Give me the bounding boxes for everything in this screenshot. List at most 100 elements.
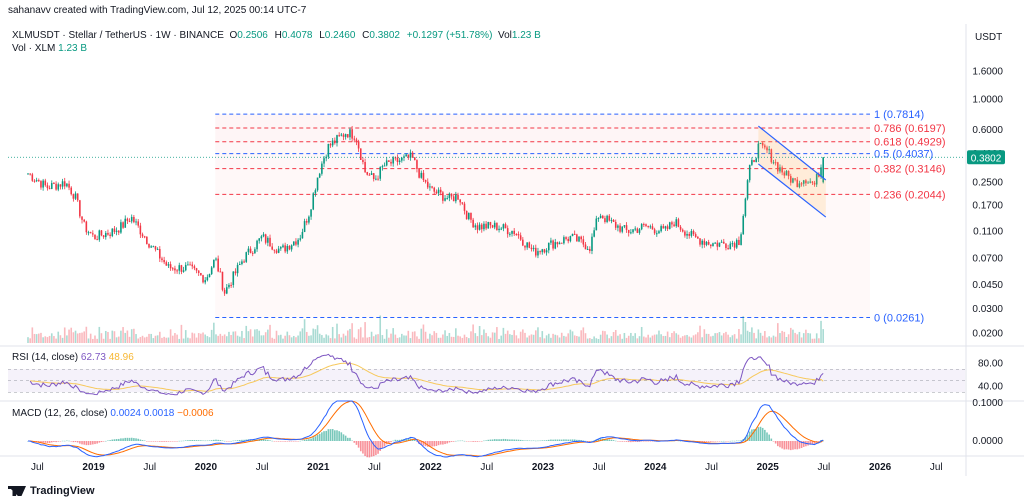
macd-histogram-bar (774, 441, 777, 444)
volume-bar (463, 334, 466, 343)
volume-bar (314, 329, 317, 343)
macd-histogram-bar (571, 439, 574, 441)
volume-bar (720, 335, 723, 343)
volume-bar (258, 330, 261, 343)
macd-histogram-bar (366, 441, 369, 458)
macd-histogram-bar (334, 430, 336, 441)
candle-body (774, 162, 777, 164)
candle-body (442, 192, 444, 201)
price-tick-label: 0.0200 (972, 328, 1003, 339)
volume-bar (94, 335, 96, 343)
macd-histogram-bar (781, 441, 783, 449)
candle-body (437, 189, 440, 194)
macd-histogram-bar (798, 441, 801, 449)
candle-body (390, 161, 392, 164)
macd-histogram-bar (647, 441, 649, 442)
candle-body (76, 193, 79, 201)
macd-histogram-bar (388, 441, 390, 443)
volume-bar (210, 329, 213, 343)
macd-histogram-bar (541, 440, 544, 441)
volume-bar (260, 335, 263, 343)
volume-bar (383, 338, 386, 343)
macd-histogram-bar (679, 440, 682, 442)
volume-bar (167, 337, 170, 343)
candle-body (258, 238, 261, 241)
volume-bar (452, 336, 455, 343)
macd-histogram-bar (822, 440, 824, 442)
volume-bar (740, 334, 742, 343)
open-value: 0.2506 (237, 30, 268, 41)
candle-body (584, 244, 587, 250)
volume-bar (53, 336, 55, 343)
macd-histogram-bar (215, 439, 217, 441)
volume-bar (621, 338, 624, 343)
macd-histogram-bar (264, 439, 267, 441)
candle-body (27, 173, 29, 175)
candle-body (524, 245, 526, 248)
volume-bar (204, 334, 206, 343)
macd-line (27, 400, 824, 458)
volume-bar (68, 329, 70, 343)
candle-body (656, 233, 658, 235)
macd-histogram-bar (643, 441, 645, 442)
candle-body (124, 218, 127, 228)
volume-bar (98, 326, 101, 343)
candle-body (597, 217, 600, 219)
candle-body (81, 216, 83, 220)
volume-bar (645, 337, 647, 343)
candle-body (772, 162, 775, 164)
candle-body (813, 182, 816, 185)
macd-histogram-bar (305, 439, 308, 441)
candle-body (478, 224, 481, 230)
rsi-tick-label: 80.00 (978, 359, 1003, 370)
symbol-legend[interactable]: XLMUSDT · Stellar / TetherUS · 1W · BINA… (12, 30, 545, 41)
macd-histogram-bar (364, 441, 366, 456)
macd-histogram-bar (245, 439, 248, 441)
candle-body (94, 234, 96, 240)
volume-bar (411, 331, 414, 343)
candle-body (472, 219, 474, 228)
volume-bar (610, 336, 613, 343)
macd-histogram-bar (513, 439, 515, 441)
macd-histogram-bar (96, 441, 98, 444)
macd-histogram-bar (232, 440, 235, 442)
macd-histogram-bar (519, 439, 522, 441)
volume-bar (612, 332, 615, 343)
volume-bar (431, 335, 433, 343)
time-tick-label: 2023 (532, 462, 555, 473)
macd-histogram-bar (187, 440, 189, 441)
candle-body (113, 228, 116, 232)
symbol-label: XLMUSDT · Stellar / TetherUS · 1W · BINA… (12, 30, 224, 41)
candle-body (163, 260, 165, 263)
tradingview-logo[interactable]: TradingView (8, 485, 95, 497)
volume-bar (329, 338, 332, 343)
volume-bar (126, 330, 129, 343)
volume-legend[interactable]: Vol · XLM 1.23 B (12, 43, 91, 54)
candle-body (627, 229, 630, 233)
candle-body (241, 261, 243, 265)
candle-body (262, 234, 265, 237)
macd-histogram-bar (111, 439, 114, 441)
macd-histogram-bar (344, 435, 347, 441)
volume-bar (197, 333, 200, 343)
macd-histogram-bar (359, 441, 362, 452)
candle-body (731, 243, 734, 245)
macd-histogram-bar (355, 441, 358, 445)
macd-histogram-bar (599, 438, 602, 441)
candle-body (493, 222, 496, 228)
volume-bar (122, 327, 124, 343)
macd-histogram-bar (225, 441, 228, 442)
candle-body (377, 178, 379, 180)
macd-value: 0.0024 (110, 408, 141, 419)
candle-body (109, 234, 111, 236)
macd-legend[interactable]: MACD (12, 26, close) 0.0024 0.0018 −0.00… (12, 408, 214, 419)
candle-body (614, 221, 617, 228)
candle-body (161, 258, 163, 261)
volume-bar (725, 331, 727, 343)
rsi-legend[interactable]: RSI (14, close) 62.73 48.96 (12, 352, 134, 363)
macd-histogram-bar (614, 440, 617, 442)
macd-histogram-bar (299, 440, 302, 442)
macd-histogram-bar (422, 441, 425, 446)
macd-histogram-bar (141, 440, 144, 441)
